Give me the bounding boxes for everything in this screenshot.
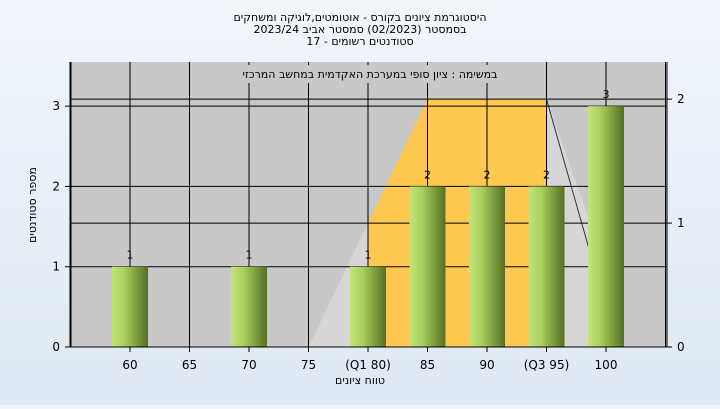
chart-title: היסטוגרמת ציונים בקורס - אוטומטים,לוגיקה… bbox=[233, 11, 486, 24]
annotation-background bbox=[245, 65, 495, 83]
bar-value-label: 3 bbox=[603, 88, 610, 101]
x-axis-label: טווח ציונים bbox=[335, 374, 385, 387]
bar bbox=[112, 266, 148, 347]
bar-value-label: 2 bbox=[424, 168, 431, 181]
bar bbox=[528, 186, 565, 347]
y2-tick-label: 1 bbox=[677, 216, 685, 230]
bar-value-label: 2 bbox=[484, 168, 491, 181]
x-tick-label: 60 bbox=[122, 358, 137, 372]
x-tick-label: 70 bbox=[241, 358, 256, 372]
y-tick-label: 0 bbox=[52, 340, 60, 354]
y-ticks: 0 1 2 3 bbox=[52, 99, 70, 354]
data-labels: 1 1 1 2 2 2 3 bbox=[127, 88, 610, 262]
bar-value-label: 1 bbox=[365, 249, 372, 262]
bar-value-label: 1 bbox=[246, 249, 253, 262]
x-tick-label: 85 bbox=[420, 358, 435, 372]
bar bbox=[469, 186, 505, 347]
x-ticks: 60 65 70 75 (Q1 80) 85 90 (Q3 95) 100 bbox=[122, 347, 617, 372]
box-plot-whisker-line bbox=[546, 99, 595, 267]
x-tick-label: (Q3 95) bbox=[524, 358, 570, 372]
bar bbox=[350, 266, 386, 347]
chart-subtitle: בסמסטר (02/2023) סמסטר אביב 2023/24 bbox=[253, 23, 466, 36]
y2-ticks: 0 1 2 bbox=[667, 92, 685, 354]
bar bbox=[231, 266, 267, 347]
y-tick-label: 2 bbox=[52, 179, 60, 193]
bars bbox=[112, 106, 624, 347]
y2-tick-label: 2 bbox=[677, 92, 685, 106]
x-tick-label: 90 bbox=[479, 358, 494, 372]
y-tick-label: 1 bbox=[52, 260, 60, 274]
x-tick-label: 75 bbox=[301, 358, 316, 372]
registered-students: סטודנטים רשומים - 17 bbox=[306, 35, 413, 48]
x-tick-label: (Q1 80) bbox=[345, 358, 391, 372]
y-axis-label: מספר סטודנטים bbox=[26, 167, 39, 243]
y2-tick-label: 0 bbox=[677, 340, 685, 354]
chart-annotation: במשימה : ציון סופי במערכת האקדמית במחשב … bbox=[243, 68, 498, 81]
bar-value-label: 2 bbox=[543, 168, 550, 181]
bar bbox=[409, 186, 446, 347]
bar bbox=[588, 106, 624, 347]
bar-value-label: 1 bbox=[127, 249, 134, 262]
y-tick-label: 3 bbox=[52, 99, 60, 113]
x-tick-label: 100 bbox=[595, 358, 618, 372]
x-tick-label: 65 bbox=[182, 358, 197, 372]
